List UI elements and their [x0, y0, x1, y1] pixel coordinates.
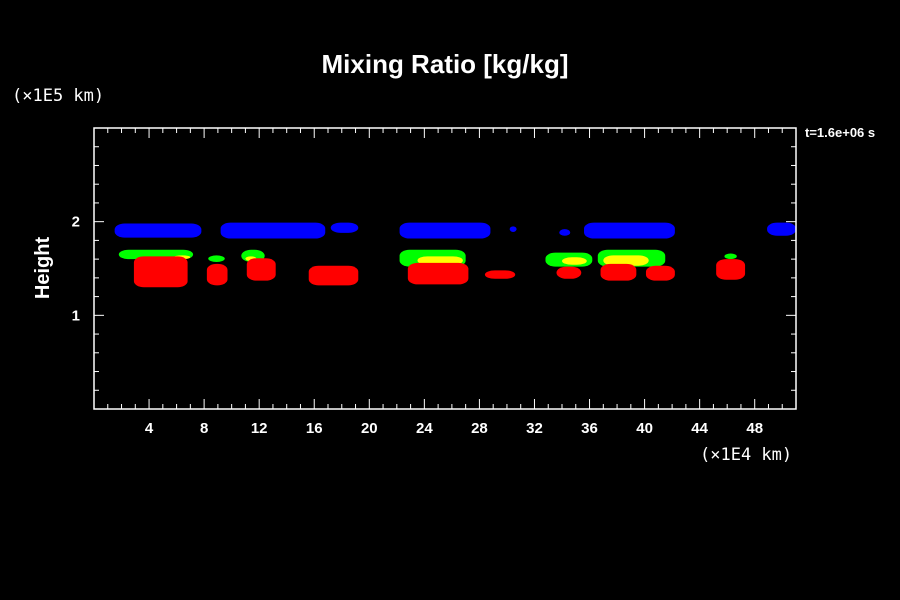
contour-blob-blue-1	[220, 222, 326, 239]
contour-blob-blue-3	[399, 222, 491, 239]
contour-blob-yellow-18	[562, 257, 587, 265]
contour-blob-red-24	[407, 262, 469, 285]
x-tick-label: 12	[251, 420, 268, 437]
plot-frame	[93, 127, 797, 410]
contour-blob-red-26	[556, 266, 582, 279]
y-tick-label: 2	[72, 214, 80, 231]
y-unit-label: (×1E5 km)	[12, 86, 104, 106]
x-tick-label: 16	[306, 420, 323, 437]
x-tick-label: 32	[526, 420, 543, 437]
contour-blob-blue-2	[330, 222, 359, 233]
x-tick-label: 20	[361, 420, 378, 437]
x-tick-label: 44	[691, 420, 708, 437]
mixing-ratio-contours	[114, 222, 796, 288]
contour-blob-yellow-17	[417, 256, 463, 265]
contour-blob-red-29	[716, 259, 746, 280]
contour-blob-yellow-19	[603, 255, 649, 266]
contour-blob-blue-0	[114, 223, 202, 238]
contour-blob-blue-4	[509, 226, 517, 232]
x-tick-labels: 4 8 12 16 20 24 28 32 36 40 44 48	[145, 420, 763, 437]
x-tick-label: 24	[416, 420, 433, 437]
contour-blob-red-22	[246, 258, 276, 281]
x-tick-label: 40	[636, 420, 653, 437]
contour-blob-green-9	[208, 255, 225, 262]
x-unit-label: (×1E4 km)	[700, 445, 792, 465]
axis-ticks	[94, 128, 796, 409]
contour-blob-blue-5	[559, 229, 571, 236]
contour-blob-red-23	[308, 265, 359, 286]
y-axis-title: Height	[32, 237, 54, 300]
contour-blob-green-14	[724, 253, 737, 260]
contour-blob-red-27	[600, 263, 637, 281]
y-tick-label: 1	[72, 307, 80, 324]
x-tick-label: 36	[581, 420, 598, 437]
time-label: t=1.6e+06 s	[805, 125, 875, 140]
x-tick-label: 48	[746, 420, 763, 437]
y-tick-labels: 12	[72, 214, 80, 325]
chart-title: Mixing Ratio [kg/kg]	[322, 49, 569, 79]
contour-blob-red-28	[645, 265, 675, 281]
x-tick-label: 8	[200, 420, 208, 437]
contour-blob-red-21	[206, 263, 228, 286]
contour-blob-blue-7	[767, 222, 796, 236]
contour-blob-blue-6	[584, 222, 675, 239]
x-tick-label: 4	[145, 420, 154, 437]
contour-blob-red-25	[484, 270, 516, 279]
x-tick-label: 28	[471, 420, 488, 437]
contour-blob-red-20	[133, 256, 188, 288]
